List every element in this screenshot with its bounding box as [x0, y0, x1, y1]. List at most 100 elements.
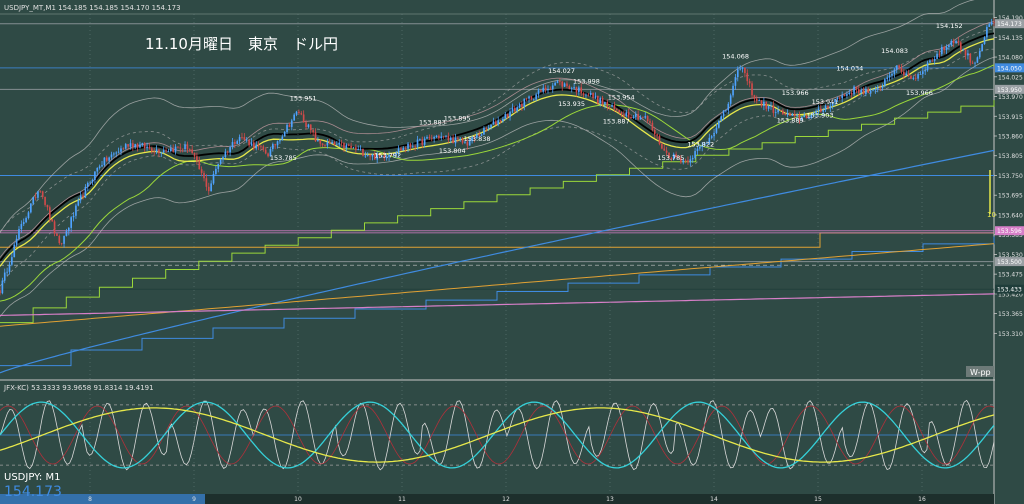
- y-tick-label: 153.310: [998, 331, 1023, 338]
- osc-white: [0, 399, 995, 471]
- candle: [336, 144, 338, 146]
- y-tick-label: 153.860: [998, 134, 1023, 141]
- candle: [575, 87, 578, 93]
- candle: [656, 134, 658, 136]
- candle: [739, 68, 741, 70]
- current-price-label: 154.173: [4, 484, 62, 500]
- candle: [141, 143, 144, 145]
- candle: [532, 99, 535, 101]
- candle: [663, 148, 666, 151]
- candle: [651, 122, 654, 131]
- candle: [454, 137, 457, 144]
- candle: [447, 135, 450, 140]
- candle: [381, 155, 383, 157]
- candle: [803, 115, 806, 118]
- candle: [554, 82, 556, 86]
- candle: [172, 148, 175, 152]
- candle: [509, 111, 511, 118]
- price-tag-label: 153.950: [997, 87, 1022, 94]
- price-tag: [995, 19, 1024, 29]
- candle: [857, 89, 860, 93]
- candle: [829, 105, 832, 109]
- candle: [478, 134, 481, 136]
- candle: [98, 166, 101, 168]
- candle: [791, 113, 794, 116]
- y-tick-label: 153.475: [998, 272, 1023, 279]
- candle: [615, 109, 618, 111]
- price-annotation: 153.889: [777, 117, 804, 125]
- price-annotation: 153.822: [687, 141, 714, 149]
- candle: [307, 124, 310, 128]
- candle: [440, 136, 443, 139]
- candle: [827, 105, 829, 109]
- candle: [32, 196, 35, 204]
- candle: [264, 149, 267, 154]
- price-annotation: 153.785: [658, 154, 685, 162]
- candle: [314, 132, 317, 142]
- candle: [748, 81, 751, 84]
- ma-blue: [0, 149, 995, 374]
- price-tag: [995, 84, 1024, 94]
- candle: [850, 92, 853, 95]
- candle: [798, 115, 801, 120]
- osc-cyan: [0, 401, 995, 469]
- candle: [521, 103, 523, 107]
- candle: [630, 116, 632, 118]
- price-annotation: 153.966: [906, 89, 933, 97]
- candle: [874, 89, 877, 91]
- candle: [295, 111, 298, 115]
- x-tick-label: 16: [918, 496, 926, 503]
- candle: [948, 45, 950, 47]
- candle: [585, 94, 587, 96]
- candle: [328, 142, 331, 144]
- price-annotation: 153.895: [444, 114, 471, 122]
- candle: [404, 148, 407, 149]
- candle: [364, 155, 367, 157]
- candle: [200, 169, 203, 173]
- candle: [540, 90, 542, 92]
- price-tag: [995, 257, 1024, 267]
- wpp-tag: [966, 366, 994, 377]
- candle: [169, 148, 172, 152]
- candle: [302, 114, 305, 123]
- candle: [760, 100, 763, 107]
- price-axis: 154.190154.135154.080154.025153.970153.9…: [989, 0, 1024, 504]
- candle: [578, 87, 580, 93]
- candle: [231, 142, 234, 148]
- candle: [722, 110, 725, 117]
- candle: [383, 155, 386, 159]
- candle: [459, 138, 462, 140]
- candle: [661, 143, 663, 149]
- candle: [193, 152, 196, 157]
- candle: [155, 149, 158, 152]
- candle: [623, 114, 625, 116]
- candle: [715, 127, 718, 133]
- candle: [706, 143, 708, 145]
- candle: [86, 182, 89, 187]
- candle: [174, 146, 177, 152]
- candle: [148, 146, 151, 149]
- candle: [188, 149, 191, 151]
- candle: [784, 114, 787, 116]
- candle: [905, 73, 908, 76]
- x-tick-label: 14: [710, 496, 718, 503]
- candle: [900, 67, 903, 72]
- candle: [158, 149, 160, 154]
- candle: [767, 105, 770, 109]
- candle: [20, 224, 23, 230]
- header-text: USDJPY_MT,M1 154.185 154.185 154.170 154…: [4, 4, 181, 12]
- candle: [466, 141, 469, 146]
- candle: [710, 136, 713, 138]
- candle: [324, 145, 326, 146]
- candle: [606, 101, 609, 107]
- candle: [414, 146, 416, 148]
- candle: [962, 49, 964, 50]
- candle: [65, 231, 68, 236]
- candle: [108, 157, 110, 161]
- candle: [309, 124, 312, 131]
- candle: [134, 144, 137, 148]
- candle: [103, 157, 106, 166]
- candle: [44, 196, 46, 205]
- candle: [165, 150, 167, 152]
- candle: [817, 108, 820, 112]
